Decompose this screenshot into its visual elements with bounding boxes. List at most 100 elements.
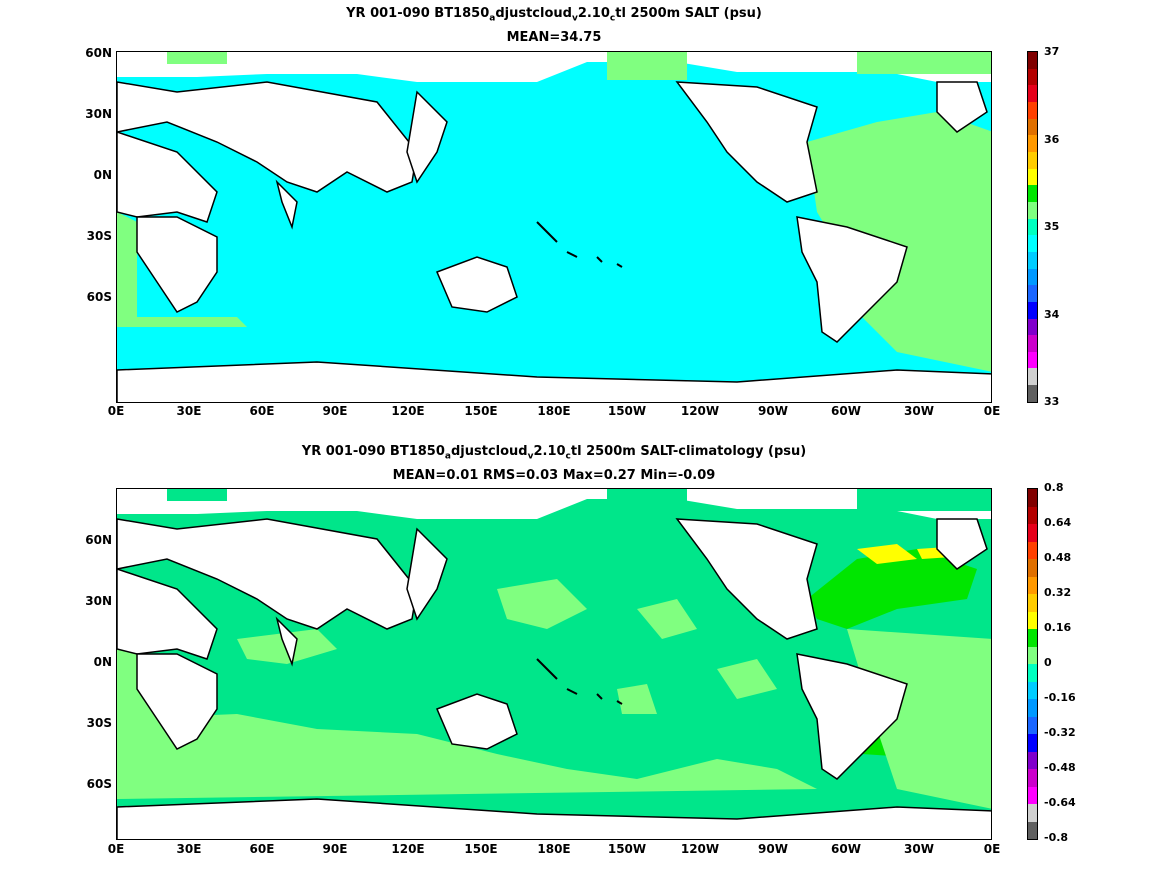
top-colorbar-segment [1028,118,1037,136]
top-colorbar-segment [1028,335,1037,352]
bottom-xtick-7: 150W [607,842,647,856]
bottom-cbar-label: 0 [1044,656,1052,669]
top-map-canvas [117,52,991,402]
top-south-america [796,216,908,343]
bottom-colorbar-segment [1028,716,1037,734]
bottom-map [116,488,992,840]
top-colorbar-segment [1028,268,1037,286]
bottom-cbar-label: 0.16 [1044,621,1072,634]
top-ytick-0n: 0N [93,168,112,182]
top-xtick-0: 0E [107,404,125,418]
top-colorbar-segment [1028,151,1037,169]
top-eurasia [117,81,418,193]
top-cbar-label-35: 35 [1044,220,1060,233]
bottom-antarctica [117,798,991,839]
bottom-cbar-label: -0.16 [1044,691,1076,704]
bottom-colorbar-segment [1028,629,1037,647]
bottom-title: YR 001-090 BT1850adjustcloudv2.10ctl 250… [301,444,807,462]
top-cbar-label-37: 37 [1044,45,1060,58]
top-colorbar-segment [1028,135,1037,152]
top-colorbar-segment [1028,101,1037,119]
bottom-cbar-label: 0.32 [1044,586,1072,599]
bottom-colorbar-segment [1028,506,1037,524]
bottom-colorbar-segment [1028,734,1037,752]
bottom-map-canvas [117,489,991,839]
bottom-colorbar [1027,488,1038,840]
bottom-xtick-12: 0E [983,842,1001,856]
bottom-south-america [796,653,908,780]
bottom-colorbar-segment [1028,664,1037,682]
top-colorbar-segment [1028,368,1037,386]
bottom-ytick-60s: 60S [86,777,112,791]
top-colorbar-segment [1028,318,1037,336]
top-title: YR 001-090 BT1850adjustcloudv2.10ctl 250… [346,6,762,24]
top-colorbar [1027,51,1038,403]
top-cbar-label-34: 34 [1044,308,1060,321]
bottom-cbar-label: 0.48 [1044,551,1072,564]
bottom-ytick-0n: 0N [93,655,112,669]
top-xtick-4: 120E [391,404,425,418]
top-xtick-11: 30W [904,404,934,418]
bottom-southern-band [117,714,817,799]
top-xtick-3: 90E [322,404,348,418]
top-stats: MEAN=34.75 [506,30,602,45]
bottom-xtick-2: 60E [249,842,275,856]
top-africa [136,216,218,313]
top-xtick-2: 60E [249,404,275,418]
top-ytick-60s: 60S [86,290,112,304]
bottom-colorbar-segment [1028,594,1037,612]
bottom-colorbar-segment [1028,559,1037,577]
top-ytick-30n: 30N [85,107,112,121]
bottom-colorbar-segment [1028,821,1037,839]
bottom-colorbar-segment [1028,786,1037,804]
bottom-xtick-8: 120W [680,842,720,856]
bottom-colorbar-segment [1028,804,1037,822]
bottom-colorbar-segment [1028,681,1037,699]
top-colorbar-segment [1028,301,1037,319]
top-xtick-8: 120W [680,404,720,418]
top-xtick-1: 30E [176,404,202,418]
bottom-ytick-30s: 30S [86,716,112,730]
top-north-america [675,81,818,203]
bottom-colorbar-segment [1028,576,1037,594]
bottom-xtick-0: 0E [107,842,125,856]
top-cbar-label-36: 36 [1044,133,1060,146]
bottom-xtick-11: 30W [904,842,934,856]
bottom-colorbar-segment [1028,751,1037,769]
top-xtick-5: 150E [464,404,498,418]
bottom-cbar-label: -0.48 [1044,761,1076,774]
top-colorbar-segment [1028,52,1037,69]
top-colorbar-segment [1028,201,1037,219]
bottom-eurasia [117,518,418,630]
top-cbar-label-33: 33 [1044,395,1060,408]
bottom-xtick-4: 120E [391,842,425,856]
top-antarctica [117,361,991,402]
bottom-colorbar-segment [1028,769,1037,787]
top-colorbar-segment [1028,85,1037,102]
bottom-colorbar-segment [1028,646,1037,664]
top-xtick-10: 60W [831,404,861,418]
bottom-colorbar-segment [1028,611,1037,629]
top-colorbar-segment [1028,235,1037,252]
bottom-ytick-60n: 60N [85,533,112,547]
top-arctic-patch [607,52,687,80]
bottom-xtick-1: 30E [176,842,202,856]
top-colorbar-segment [1028,218,1037,236]
bottom-stats: MEAN=0.01 RMS=0.03 Max=0.27 Min=-0.09 [392,468,716,483]
bottom-cbar-label: -0.64 [1044,796,1076,809]
bottom-xtick-3: 90E [322,842,348,856]
bottom-xtick-5: 150E [464,842,498,856]
bottom-xtick-9: 90W [758,842,788,856]
top-colorbar-segment [1028,351,1037,369]
bottom-colorbar-segment [1028,541,1037,559]
top-colorbar-segment [1028,168,1037,186]
bottom-cbar-label: -0.8 [1044,831,1069,844]
bottom-colorbar-segment [1028,489,1037,507]
top-ytick-60n: 60N [85,46,112,60]
top-atlantic-band [807,112,991,372]
bottom-australia [436,693,518,750]
top-xtick-9: 90W [758,404,788,418]
top-map [116,51,992,403]
top-colorbar-segment [1028,285,1037,302]
top-australia [436,256,518,313]
